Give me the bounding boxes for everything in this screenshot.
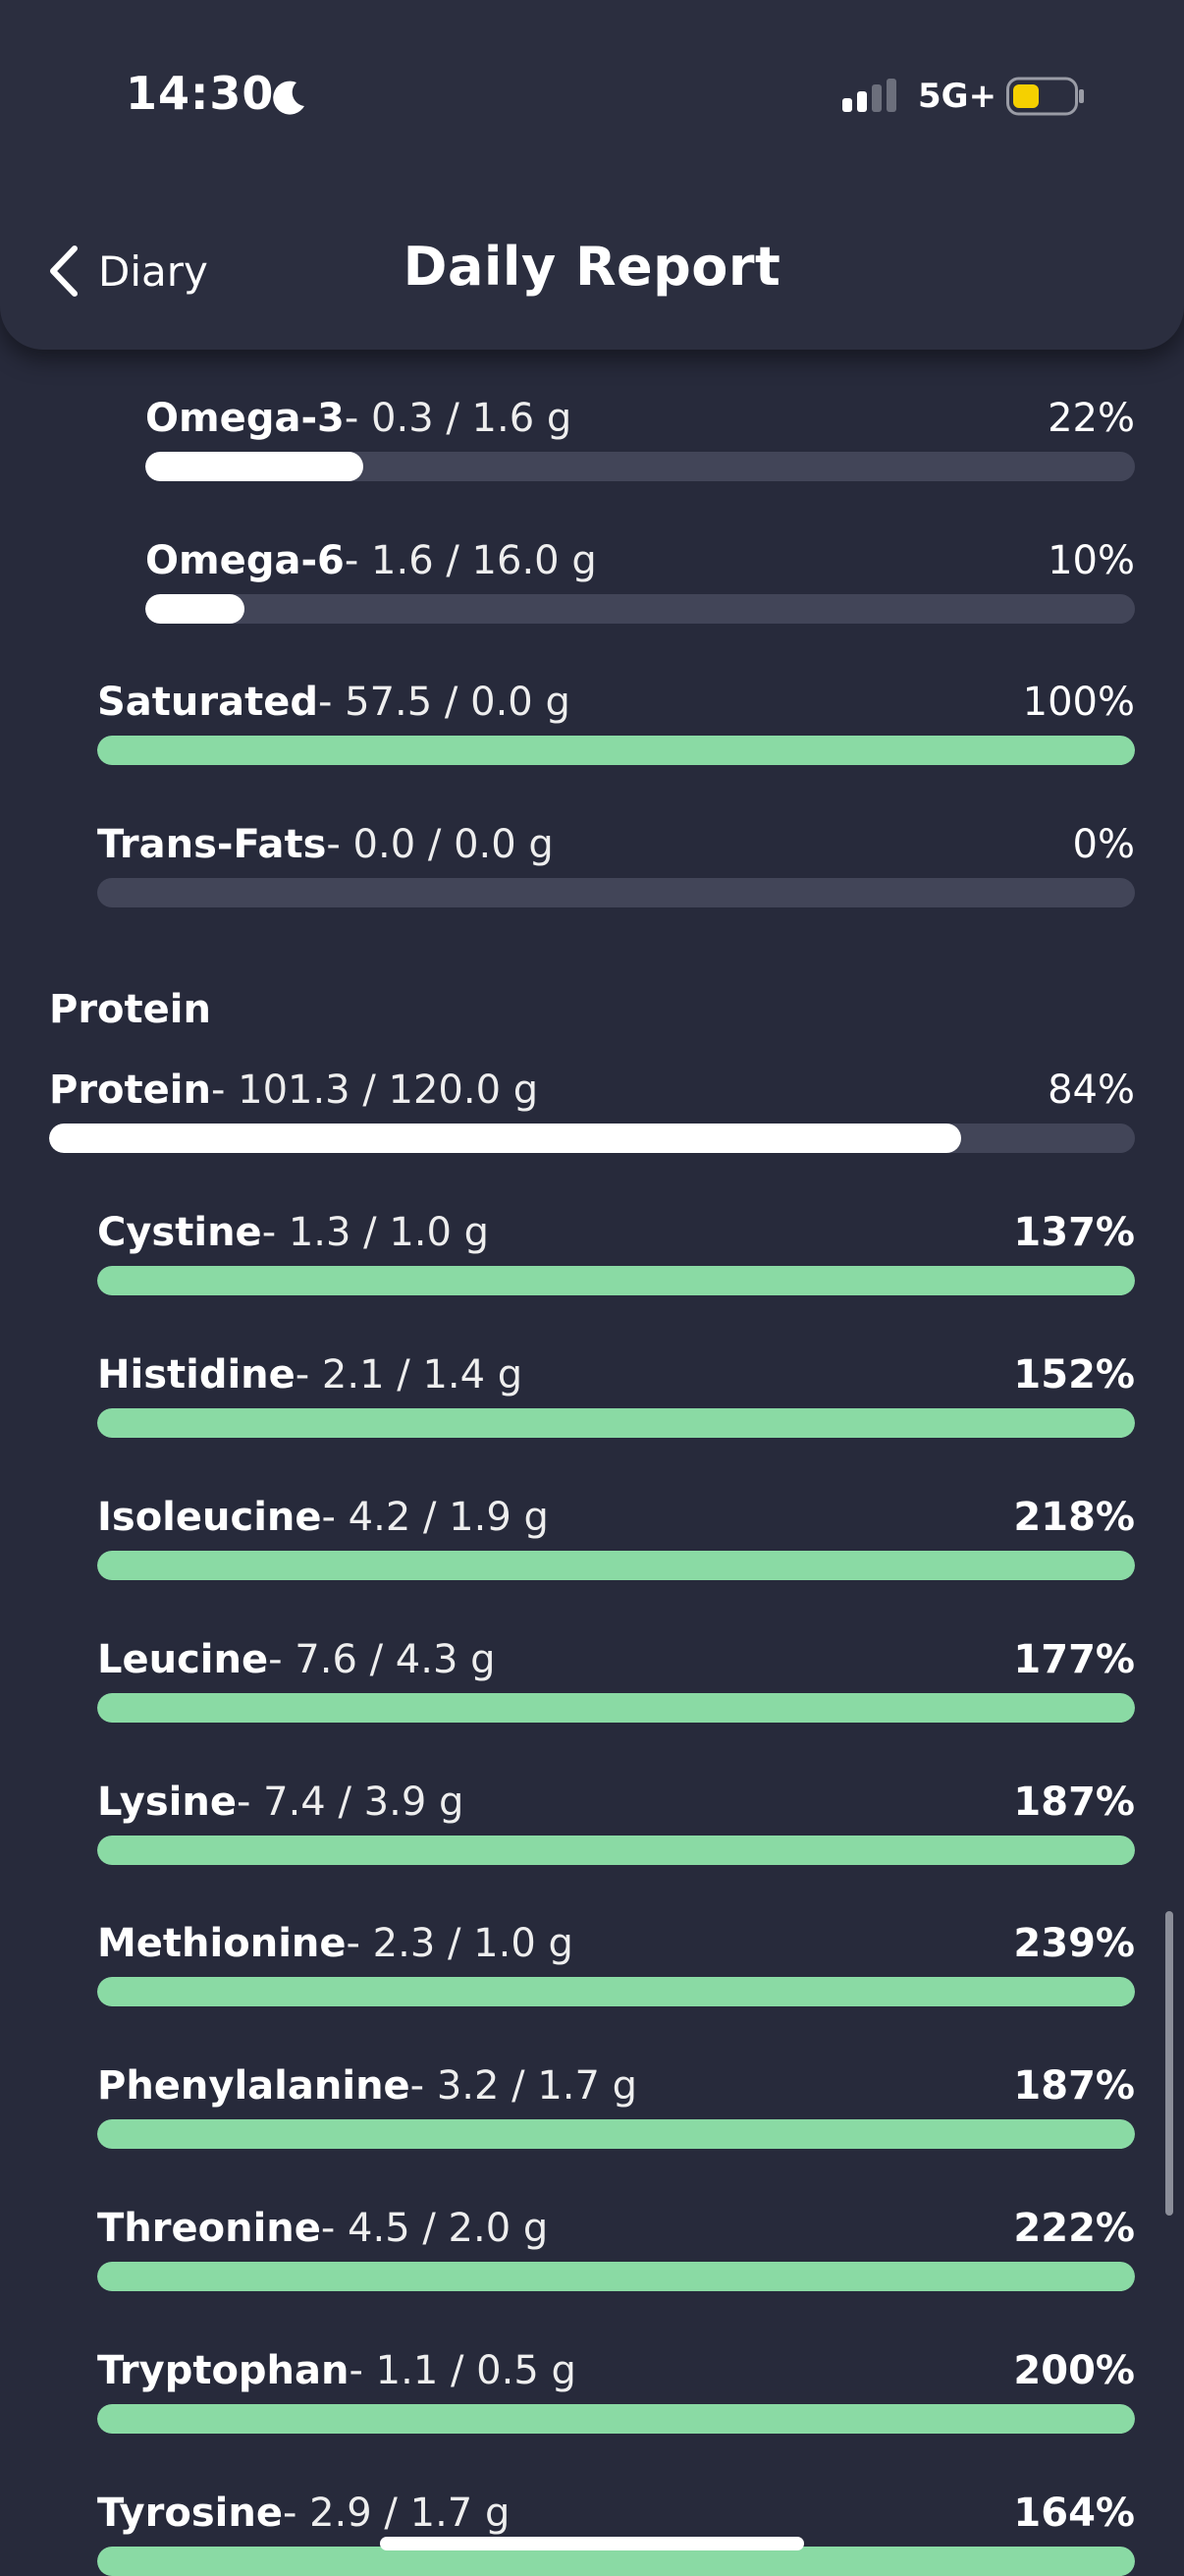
nutrient-amount: - 4.5 / 2.0 g <box>320 2206 549 2251</box>
nutrient-amount: - 0.3 / 1.6 g <box>344 396 572 441</box>
progress-track <box>97 878 1135 907</box>
nutrient-name: Protein <box>49 1068 211 1113</box>
progress-fill <box>97 2404 1135 2434</box>
nutrient-amount: - 7.6 / 4.3 g <box>268 1637 496 1682</box>
nutrient-name: Tyrosine <box>97 2491 283 2536</box>
progress-track <box>97 1551 1135 1580</box>
progress-fill <box>97 2119 1135 2149</box>
nutrient-percent: 187% <box>1013 1780 1135 1825</box>
chevron-left-icon <box>50 246 78 297</box>
nutrient-amount: - 7.4 / 3.9 g <box>236 1780 464 1825</box>
nutrient-name: Tryptophan <box>97 2348 350 2393</box>
nutrient-name: Isoleucine <box>97 1495 322 1540</box>
nutrient-percent: 177% <box>1013 1637 1135 1682</box>
nutrient-percent: 22% <box>1048 396 1135 441</box>
nutrient-percent: 164% <box>1013 2491 1135 2536</box>
nutrient-amount: - 2.3 / 1.0 g <box>346 1921 573 1966</box>
nutrient-percent: 218% <box>1013 1495 1135 1540</box>
nutrient-amount: - 0.0 / 0.0 g <box>326 822 554 867</box>
nutrient-amount: - 1.6 / 16.0 g <box>344 538 597 583</box>
progress-fill <box>97 2262 1135 2291</box>
progress-track <box>97 1977 1135 2006</box>
progress-fill <box>97 1693 1135 1723</box>
nutrient-name: Methionine <box>97 1921 347 1966</box>
progress-fill <box>97 1551 1135 1580</box>
progress-track <box>97 1836 1135 1865</box>
progress-fill <box>97 1408 1135 1438</box>
progress-track <box>145 594 1135 624</box>
progress-fill <box>97 1836 1135 1865</box>
home-indicator[interactable] <box>380 2537 804 2550</box>
back-button[interactable]: Diary <box>47 232 208 310</box>
scrollbar[interactable] <box>1165 1911 1173 2216</box>
progress-track <box>97 1408 1135 1438</box>
nutrient-amount: - 1.1 / 0.5 g <box>349 2348 576 2393</box>
nutrient-amount: - 4.2 / 1.9 g <box>321 1495 549 1540</box>
progress-fill <box>49 1124 962 1153</box>
nutrient-name: Leucine <box>97 1637 269 1682</box>
nutrient-name: Cystine <box>97 1210 262 1255</box>
progress-track <box>97 2262 1135 2291</box>
cellular-signal-icon <box>842 79 896 112</box>
nutrient-name: Trans-Fats <box>97 822 327 867</box>
nutrient-percent: 0% <box>1072 822 1135 867</box>
nutrient-amount: - 57.5 / 0.0 g <box>318 680 570 725</box>
nutrient-percent: 239% <box>1013 1921 1135 1966</box>
progress-track <box>97 736 1135 765</box>
page-title: Daily Report <box>403 236 781 298</box>
network-type: 5G+ <box>918 77 997 116</box>
nutrient-percent: 10% <box>1048 538 1135 583</box>
status-time: 14:30 <box>126 67 275 120</box>
nutrient-name: Phenylalanine <box>97 2063 410 2109</box>
nutrient-name: Histidine <box>97 1352 296 1398</box>
progress-track <box>145 452 1135 481</box>
progress-fill <box>145 594 244 624</box>
progress-fill <box>145 452 363 481</box>
top-bar: 14:30 5G+ Diary Daily Report <box>0 0 1184 350</box>
nutrient-amount: - 2.1 / 1.4 g <box>295 1352 523 1398</box>
progress-fill <box>97 2547 1135 2576</box>
moon-icon <box>273 81 304 115</box>
nutrient-name: Omega-6 <box>145 538 345 583</box>
progress-fill <box>97 1977 1135 2006</box>
nutrient-amount: - 101.3 / 120.0 g <box>210 1068 539 1113</box>
nutrient-percent: 137% <box>1013 1210 1135 1255</box>
nutrient-percent: 187% <box>1013 2063 1135 2109</box>
status-bar: 14:30 5G+ <box>0 0 1184 196</box>
section-title-protein: Protein <box>49 987 211 1032</box>
nutrient-name: Threonine <box>97 2206 321 2251</box>
nutrient-name: Omega-3 <box>145 396 345 441</box>
nutrient-percent: 200% <box>1013 2348 1135 2393</box>
back-label: Diary <box>98 247 208 296</box>
progress-track <box>97 1266 1135 1295</box>
progress-track <box>97 2404 1135 2434</box>
report-list[interactable]: Omega-3- 0.3 / 1.6 g 22% Omega-6- 1.6 / … <box>0 350 1184 2576</box>
battery-icon <box>1006 77 1084 116</box>
nutrient-name: Saturated <box>97 680 318 725</box>
progress-track <box>97 2119 1135 2149</box>
progress-track <box>97 2547 1135 2576</box>
progress-fill <box>97 1266 1135 1295</box>
nutrient-amount: - 2.9 / 1.7 g <box>282 2491 511 2536</box>
nutrient-amount: - 3.2 / 1.7 g <box>409 2063 638 2109</box>
nutrient-percent: 84% <box>1048 1068 1135 1113</box>
nutrient-percent: 152% <box>1013 1352 1135 1398</box>
nutrient-percent: 222% <box>1013 2206 1135 2251</box>
nutrient-name: Lysine <box>97 1780 237 1825</box>
nutrient-percent: 100% <box>1022 680 1135 725</box>
progress-track <box>49 1124 1135 1153</box>
nutrient-amount: - 1.3 / 1.0 g <box>261 1210 490 1255</box>
progress-track <box>97 1693 1135 1723</box>
progress-fill <box>97 736 1135 765</box>
